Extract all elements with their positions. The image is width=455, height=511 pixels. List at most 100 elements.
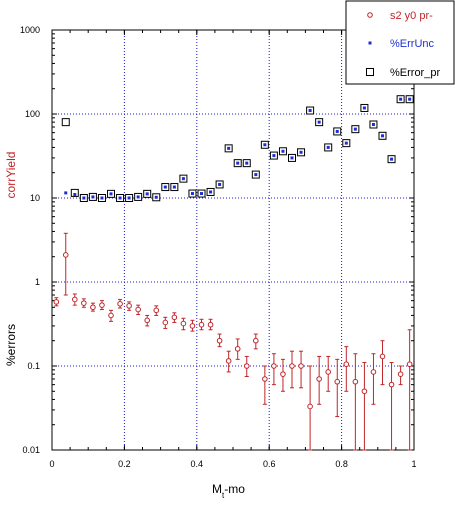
errunc-point — [127, 196, 131, 200]
errunc-point — [299, 150, 303, 154]
y-tick-label: 0.1 — [27, 361, 40, 371]
errunc-point — [371, 122, 375, 126]
errunc-point — [218, 182, 222, 186]
errunc-point — [236, 161, 240, 165]
yield-point — [144, 317, 151, 324]
y-tick-label: 10 — [30, 193, 40, 203]
yield-point — [180, 320, 187, 327]
yield-point — [171, 314, 178, 321]
errunc-point — [100, 196, 104, 200]
errunc-point — [172, 185, 176, 189]
legend-label-errorpr: %Error_pr — [390, 67, 440, 79]
yield-point — [307, 403, 313, 410]
errunc-point — [308, 109, 312, 113]
legend-box — [345, 0, 455, 85]
yield-point — [325, 369, 332, 375]
errunc-point — [73, 193, 77, 197]
errunc-point — [408, 97, 412, 101]
errunc-point — [254, 173, 258, 177]
y-axis-title-top: corrYield — [4, 152, 18, 199]
legend-marker-errorpr — [366, 68, 374, 76]
yield-point — [99, 302, 105, 308]
legend-markers — [366, 12, 374, 76]
yield-point — [352, 378, 359, 385]
yield-point — [406, 361, 413, 368]
errunc-point — [381, 134, 385, 138]
errunc-point — [209, 190, 213, 194]
errunc-point — [109, 192, 113, 196]
yield-point — [216, 337, 223, 344]
yield-point — [243, 363, 250, 369]
legend-label-yield: s2 y0 pr- — [390, 10, 433, 22]
yield-point — [117, 301, 123, 307]
errunc-point — [317, 120, 321, 124]
legend-marker-errunc — [368, 41, 372, 45]
errunc-point — [136, 195, 140, 199]
yield-point — [271, 363, 277, 369]
y-axis-title-bottom: %errors — [4, 324, 18, 366]
errunc-point — [181, 177, 185, 181]
x-tick-label: 0.2 — [118, 459, 131, 469]
errunc-point — [227, 146, 231, 150]
x-axis-title-suffix: -mo — [224, 482, 245, 496]
errunc-point — [362, 106, 366, 110]
yield-point — [334, 378, 341, 385]
errunc-point — [290, 156, 294, 160]
yield-point — [72, 296, 78, 303]
yield-point — [90, 304, 96, 311]
x-tick-label: 0.4 — [191, 459, 204, 469]
yield-point — [225, 358, 232, 364]
errunc-point — [281, 149, 285, 153]
yield-point — [162, 319, 169, 326]
errunc-point — [326, 145, 330, 149]
errunc-point — [91, 195, 95, 199]
x-axis-title-subscript: t — [222, 491, 225, 500]
yield-point — [388, 381, 395, 388]
yield-point — [207, 321, 214, 328]
errorpr-point — [70, 188, 79, 197]
y-tick-label: 0.01 — [22, 445, 40, 455]
errunc-point — [272, 154, 276, 158]
errunc-point — [154, 195, 158, 199]
x-axis-title-main: M — [212, 482, 222, 496]
yield-point — [135, 306, 141, 313]
yield-point — [189, 323, 196, 329]
plot-background — [52, 30, 414, 450]
errunc-point — [344, 141, 348, 145]
x-axis-title: Mt-mo — [212, 482, 245, 500]
errunc-point — [263, 143, 267, 147]
yield-point — [126, 303, 132, 309]
legend-marker-yield — [367, 12, 373, 18]
yield-point — [62, 252, 69, 258]
yield-point — [379, 353, 386, 360]
yield-point — [298, 363, 304, 369]
yield-point — [108, 312, 114, 319]
errunc-point — [353, 127, 357, 131]
legend-label-errunc: %ErrUnc — [390, 38, 435, 50]
x-tick-label: 0 — [49, 459, 54, 469]
yield-point — [343, 361, 350, 368]
errunc-point — [399, 97, 403, 101]
errorpr-point — [61, 118, 70, 127]
errunc-point — [190, 192, 194, 196]
grid-lines — [52, 30, 414, 450]
errunc-point — [200, 192, 204, 196]
yield-point — [280, 371, 286, 377]
yield-point — [234, 346, 241, 352]
yield-point — [153, 307, 160, 314]
yield-point — [370, 369, 377, 375]
errunc-point — [335, 129, 339, 133]
errunc-point — [145, 192, 149, 196]
errunc-point — [82, 196, 86, 200]
errunc-point — [245, 161, 249, 165]
yield-point — [53, 299, 60, 305]
yield-point — [262, 376, 268, 382]
x-tick-label: 1 — [411, 459, 416, 469]
yield-point — [397, 371, 404, 377]
errunc-point — [390, 157, 394, 161]
yield-point — [316, 376, 322, 382]
errunc-point — [118, 196, 122, 200]
data-points — [53, 95, 414, 451]
x-tick-label: 0.8 — [335, 459, 348, 469]
